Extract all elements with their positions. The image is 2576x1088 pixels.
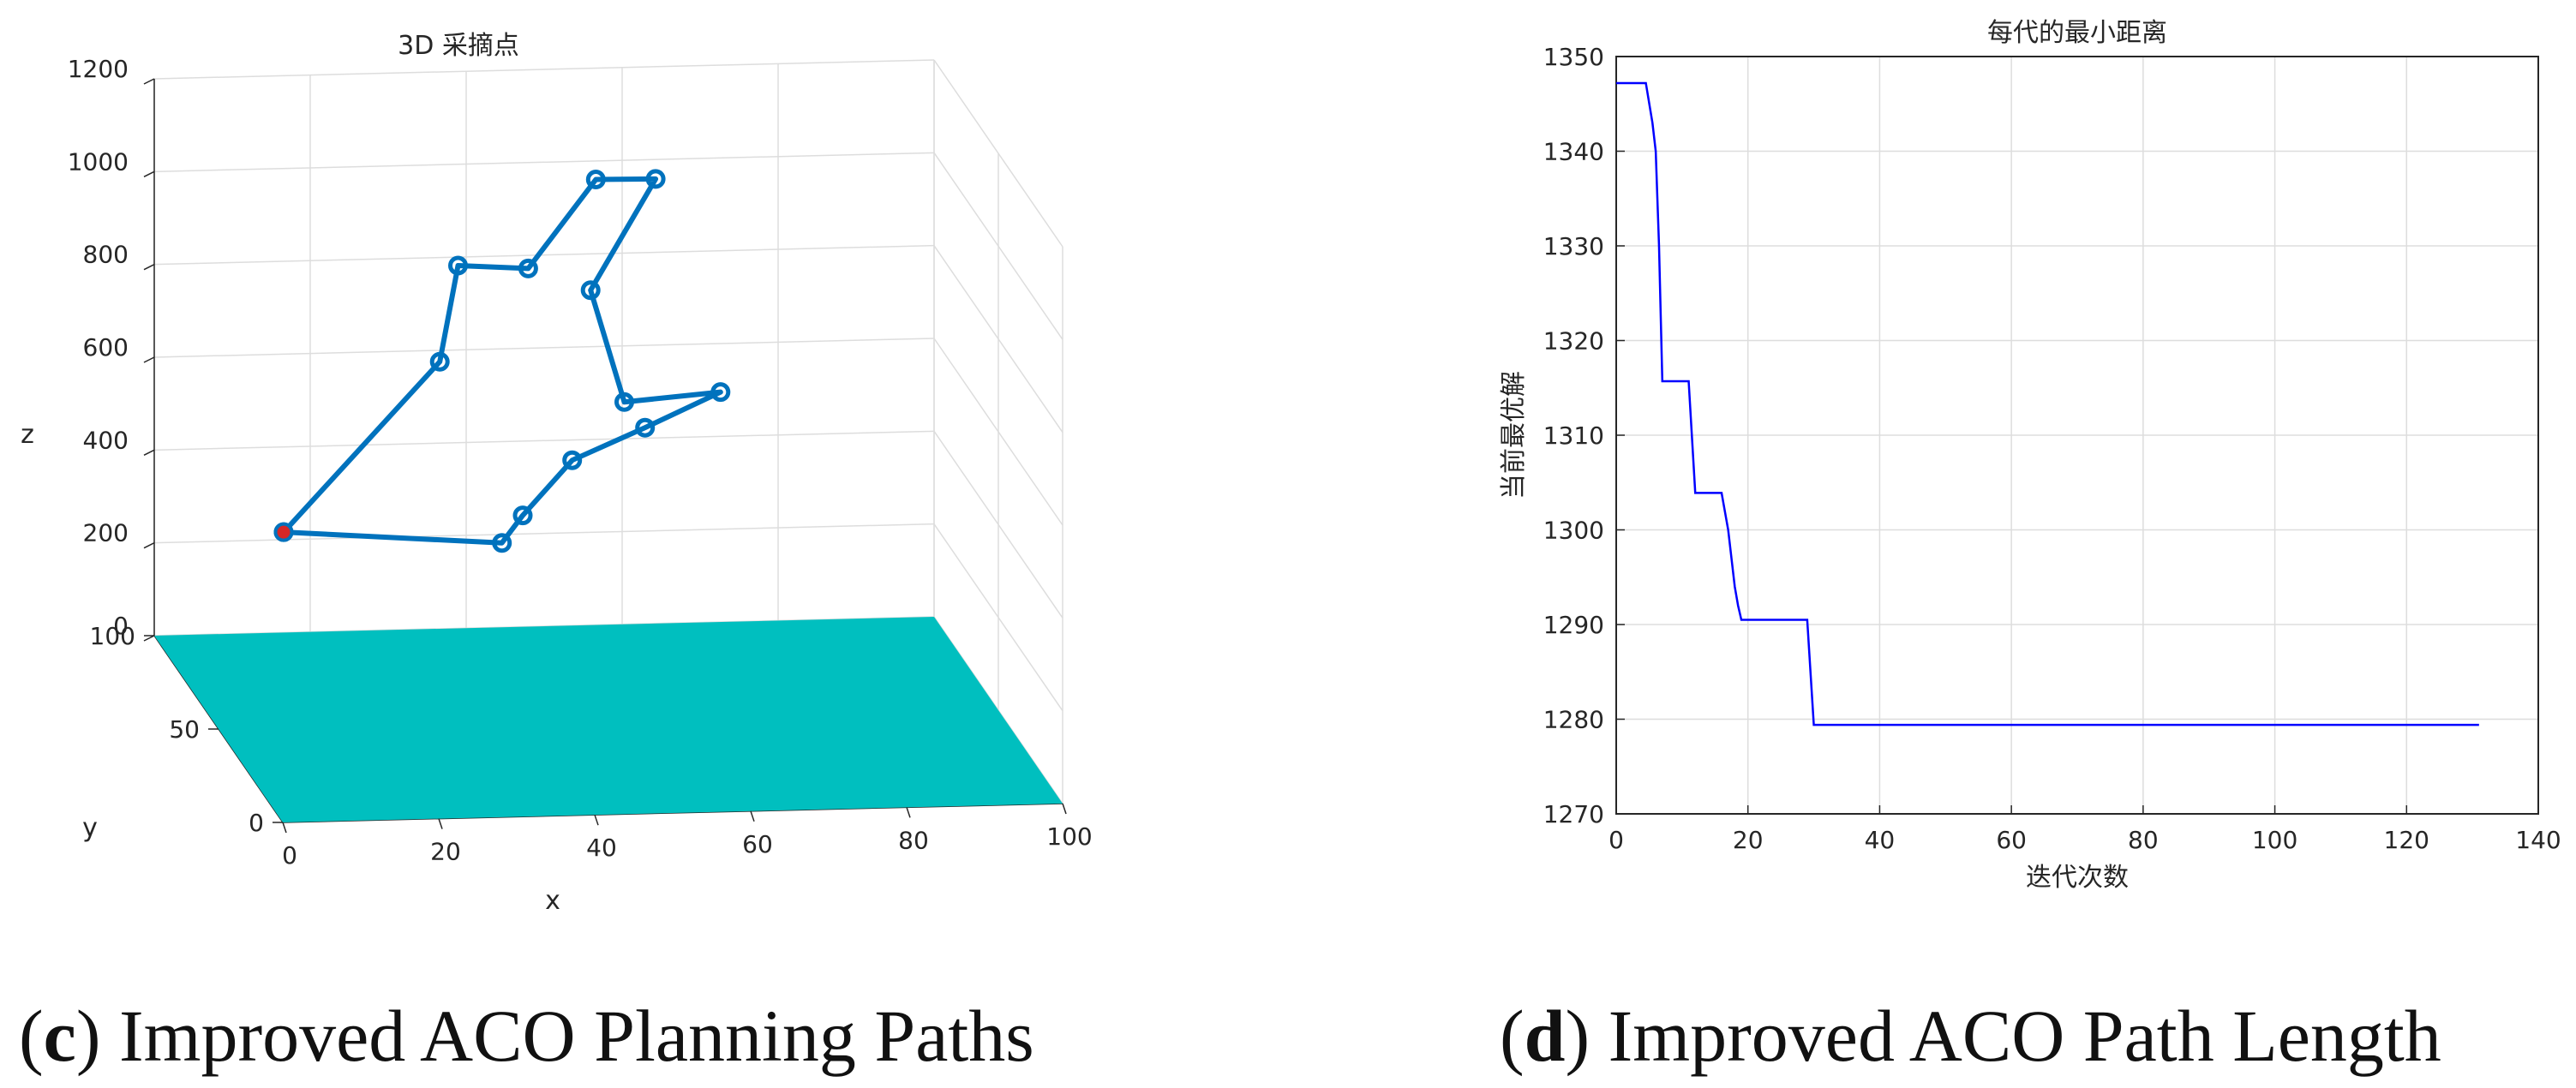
series-line-min-distance bbox=[1616, 81, 2479, 726]
path-point bbox=[635, 417, 656, 438]
grid-line-z bbox=[153, 338, 935, 358]
y-tick-label: 1300 bbox=[1543, 517, 1604, 545]
path-point bbox=[645, 169, 666, 189]
path-point bbox=[512, 505, 533, 526]
caption-c-text: Improved ACO Planning Paths bbox=[100, 995, 1033, 1077]
x-axis-label-3d: x bbox=[545, 886, 560, 916]
x-tick-label: 20 bbox=[430, 838, 461, 866]
z-tick-label: 0 bbox=[113, 612, 129, 640]
grid-line-z-side bbox=[933, 338, 1063, 526]
grid-line-z bbox=[153, 430, 935, 451]
grid-line-z bbox=[153, 59, 935, 80]
z-tick-mark bbox=[143, 449, 155, 457]
caption-d-text: Improved ACO Path Length bbox=[1590, 995, 2441, 1077]
x-tick-label: 60 bbox=[742, 830, 773, 858]
grid-line-z-side bbox=[933, 245, 1063, 433]
z-tick-label: 1200 bbox=[68, 55, 129, 83]
axis-ticks-2d: 0 20 40 60 80 100 120 140 1270 1280 1290 1300 1310 13… bbox=[1543, 43, 2561, 854]
y-tick-label: 1350 bbox=[1543, 43, 1604, 71]
x-tick-label: 80 bbox=[2128, 826, 2159, 854]
x-tick-label: 60 bbox=[1996, 826, 2027, 854]
path-point bbox=[585, 170, 606, 190]
y-tick-label: 1340 bbox=[1543, 138, 1604, 166]
z-tick-label: 200 bbox=[83, 519, 129, 547]
path-point bbox=[580, 280, 601, 301]
z-tick-label: 1000 bbox=[68, 147, 129, 176]
path-point bbox=[562, 450, 583, 470]
x-tick-mark bbox=[438, 818, 443, 829]
x-tick-mark bbox=[906, 807, 911, 818]
z-tick-mark bbox=[143, 263, 155, 271]
path-point bbox=[518, 258, 538, 278]
grid-line-z bbox=[153, 244, 935, 266]
z-tick-label: 800 bbox=[83, 241, 129, 269]
path-point bbox=[273, 522, 294, 542]
grid-line-z-side bbox=[933, 59, 1063, 248]
chart-2d-title: 每代的最小距离 bbox=[1987, 18, 2167, 48]
x-tick-label: 0 bbox=[1609, 826, 1624, 854]
z-tick-label: 600 bbox=[83, 333, 129, 362]
path-point bbox=[614, 392, 634, 412]
grid-line-z-side bbox=[933, 430, 1063, 619]
chart-min-distance: 0 20 40 60 80 100 120 140 1270 1280 1290 1300 1310 13… bbox=[1499, 18, 2561, 893]
x-tick-label: 140 bbox=[2515, 826, 2561, 854]
grid-2d bbox=[1615, 56, 2539, 815]
x-tick-mark bbox=[282, 822, 287, 834]
y-tick-label: 1310 bbox=[1543, 421, 1604, 450]
y-tick-label: 1270 bbox=[1543, 800, 1604, 828]
path-point bbox=[492, 533, 512, 553]
grid-line-z bbox=[153, 152, 935, 173]
z-axis-label-3d: z bbox=[21, 420, 34, 450]
z-tick-mark bbox=[143, 356, 155, 363]
x-tick-label: 120 bbox=[2384, 826, 2429, 854]
x-tick-label: 40 bbox=[1865, 826, 1896, 854]
y-tick-label: 1280 bbox=[1543, 706, 1604, 734]
grid-line-z bbox=[153, 523, 935, 544]
y-tick-label: 1320 bbox=[1543, 327, 1604, 356]
y-axis-label-2d: 当前最优解 bbox=[1499, 371, 1529, 499]
x-tick-label: 0 bbox=[282, 841, 297, 870]
y-tick-label: 0 bbox=[249, 809, 264, 837]
grid-line-z-side bbox=[933, 523, 1063, 712]
caption-d-letter: d bbox=[1525, 995, 1566, 1077]
path-point bbox=[429, 351, 450, 372]
z-tick-mark bbox=[143, 541, 155, 549]
x-tick-label: 100 bbox=[2252, 826, 2297, 854]
path-3d bbox=[273, 169, 731, 553]
start-point bbox=[277, 525, 291, 539]
x-tick-mark bbox=[594, 814, 599, 826]
path-line bbox=[281, 176, 723, 546]
x-tick-label: 20 bbox=[1733, 826, 1764, 854]
z-tick-mark bbox=[143, 635, 155, 642]
x-tick-label: 80 bbox=[898, 826, 929, 854]
y-axis-label-3d: y bbox=[82, 813, 98, 843]
z-tick-label: 400 bbox=[83, 426, 129, 454]
x-tick-label: 40 bbox=[586, 834, 617, 862]
caption-c: (c) Improved ACO Planning Paths bbox=[19, 995, 1034, 1077]
x-axis-label-2d: 迭代次数 bbox=[2026, 863, 2129, 893]
caption-c-letter: c bbox=[44, 995, 76, 1077]
y-tick-label: 1330 bbox=[1543, 232, 1604, 260]
path-point bbox=[710, 382, 731, 403]
z-tick-mark bbox=[143, 170, 155, 178]
y-tick-label: 50 bbox=[169, 715, 200, 744]
y-tick-label: 100 bbox=[90, 622, 135, 650]
x-tick-mark bbox=[1062, 803, 1067, 815]
y-tick-label: 1290 bbox=[1543, 611, 1604, 639]
caption-d: (d) Improved ACO Path Length bbox=[1500, 995, 2441, 1077]
z-tick-mark bbox=[143, 78, 155, 85]
grid-line-z-side bbox=[933, 152, 1063, 340]
x-tick-label: 100 bbox=[1046, 822, 1092, 851]
ground-surface bbox=[154, 617, 1063, 822]
x-tick-mark bbox=[750, 810, 755, 822]
chart-3d-title: 3D 采摘点 bbox=[398, 31, 519, 61]
path-point bbox=[448, 255, 468, 276]
